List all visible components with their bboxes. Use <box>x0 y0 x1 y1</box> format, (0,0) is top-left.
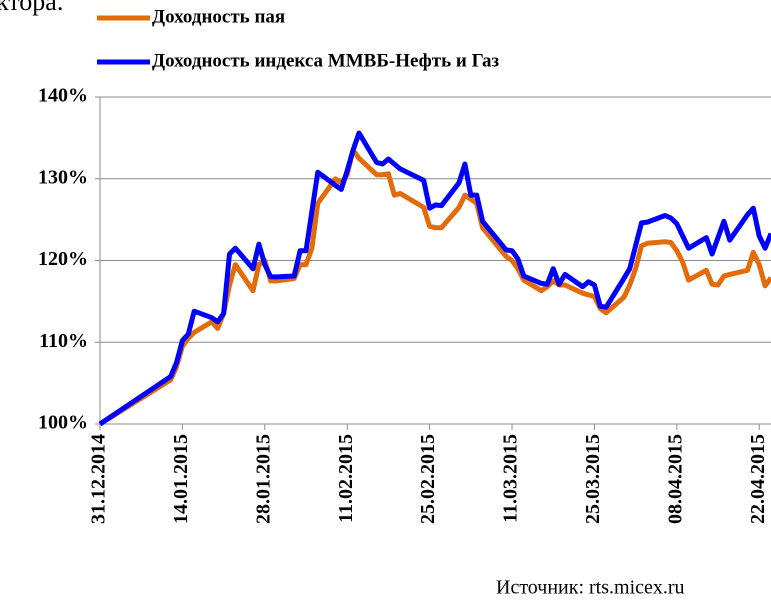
x-tick-label: 11.02.2015 <box>335 434 357 523</box>
top-text: ктора. <box>0 0 63 16</box>
y-tick-label: 140% <box>38 85 88 107</box>
x-tick-label: 11.03.2015 <box>500 434 522 523</box>
x-tick-label: 25.02.2015 <box>417 434 439 524</box>
x-tick-label: 14.01.2015 <box>170 434 192 524</box>
legend-label: Доходность индекса ММВБ-Нефть и Газ <box>152 50 500 71</box>
y-tick-label: 120% <box>38 248 88 270</box>
x-tick-label: 31.12.2014 <box>88 434 110 524</box>
x-tick-label: 08.04.2015 <box>664 434 686 524</box>
source: Источник: rts.micex.ru <box>496 577 685 599</box>
x-tick-label: 28.01.2015 <box>252 434 274 524</box>
y-tick-label: 100% <box>38 412 88 434</box>
x-tick-label: 25.03.2015 <box>582 434 604 524</box>
y-tick-label: 130% <box>38 166 88 188</box>
series-line <box>98 147 771 427</box>
x-tick-label: 22.04.2015 <box>747 434 769 524</box>
legend-label: Доходность пая <box>152 6 285 27</box>
y-tick-label: 110% <box>39 330 88 352</box>
series-line <box>98 130 771 427</box>
